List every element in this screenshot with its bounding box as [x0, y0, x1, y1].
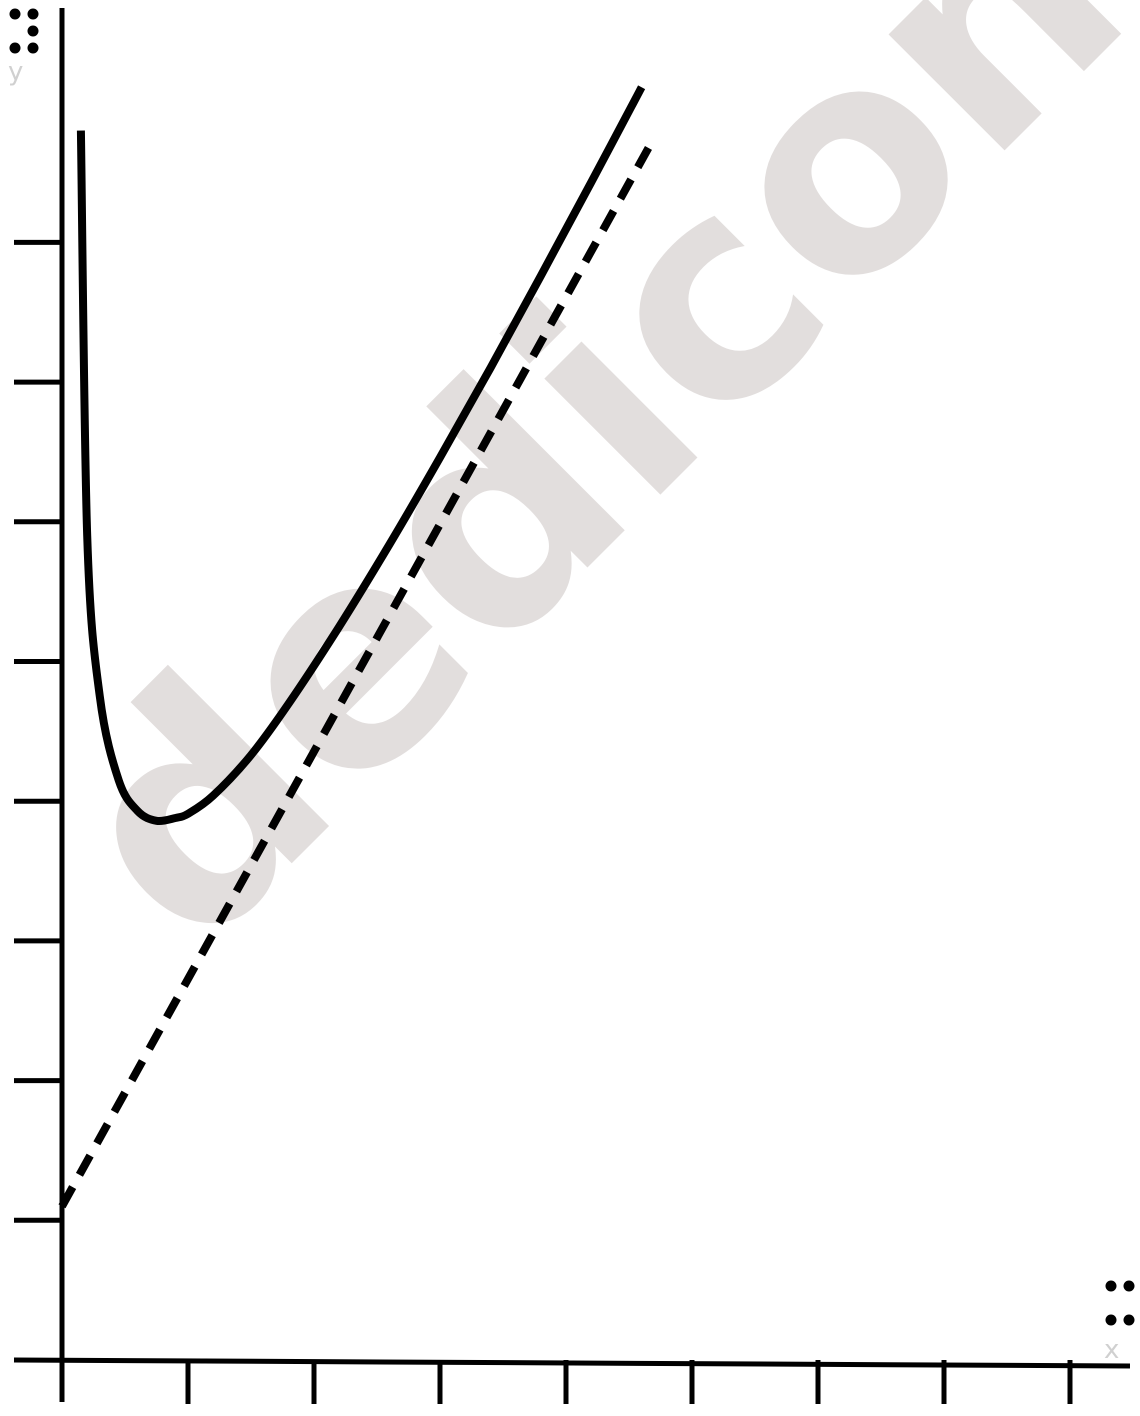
braille-dot [9, 8, 21, 20]
x-axis-line [13, 1357, 1131, 1369]
axis-labels: y x [8, 8, 1135, 1365]
axes [13, 8, 1131, 1404]
y-axis-label: y [8, 57, 23, 87]
braille-dot [9, 42, 21, 54]
curve-line [76, 85, 646, 826]
plot-area [58, 85, 658, 1209]
braille-dot [1123, 1280, 1135, 1292]
braille-dot [27, 42, 39, 54]
asymptote-line [58, 135, 658, 1209]
x-axis-label: x [1104, 1335, 1119, 1365]
braille-dot [1123, 1314, 1135, 1326]
braille-dot [1105, 1280, 1117, 1292]
braille-dot [1105, 1314, 1117, 1326]
x-axis-braille-label [1105, 1280, 1135, 1326]
y-axis-braille-label [9, 8, 39, 54]
braille-dot [27, 25, 39, 37]
braille-dot [27, 8, 39, 20]
watermark-logo: dedicon [0, 0, 1140, 1010]
